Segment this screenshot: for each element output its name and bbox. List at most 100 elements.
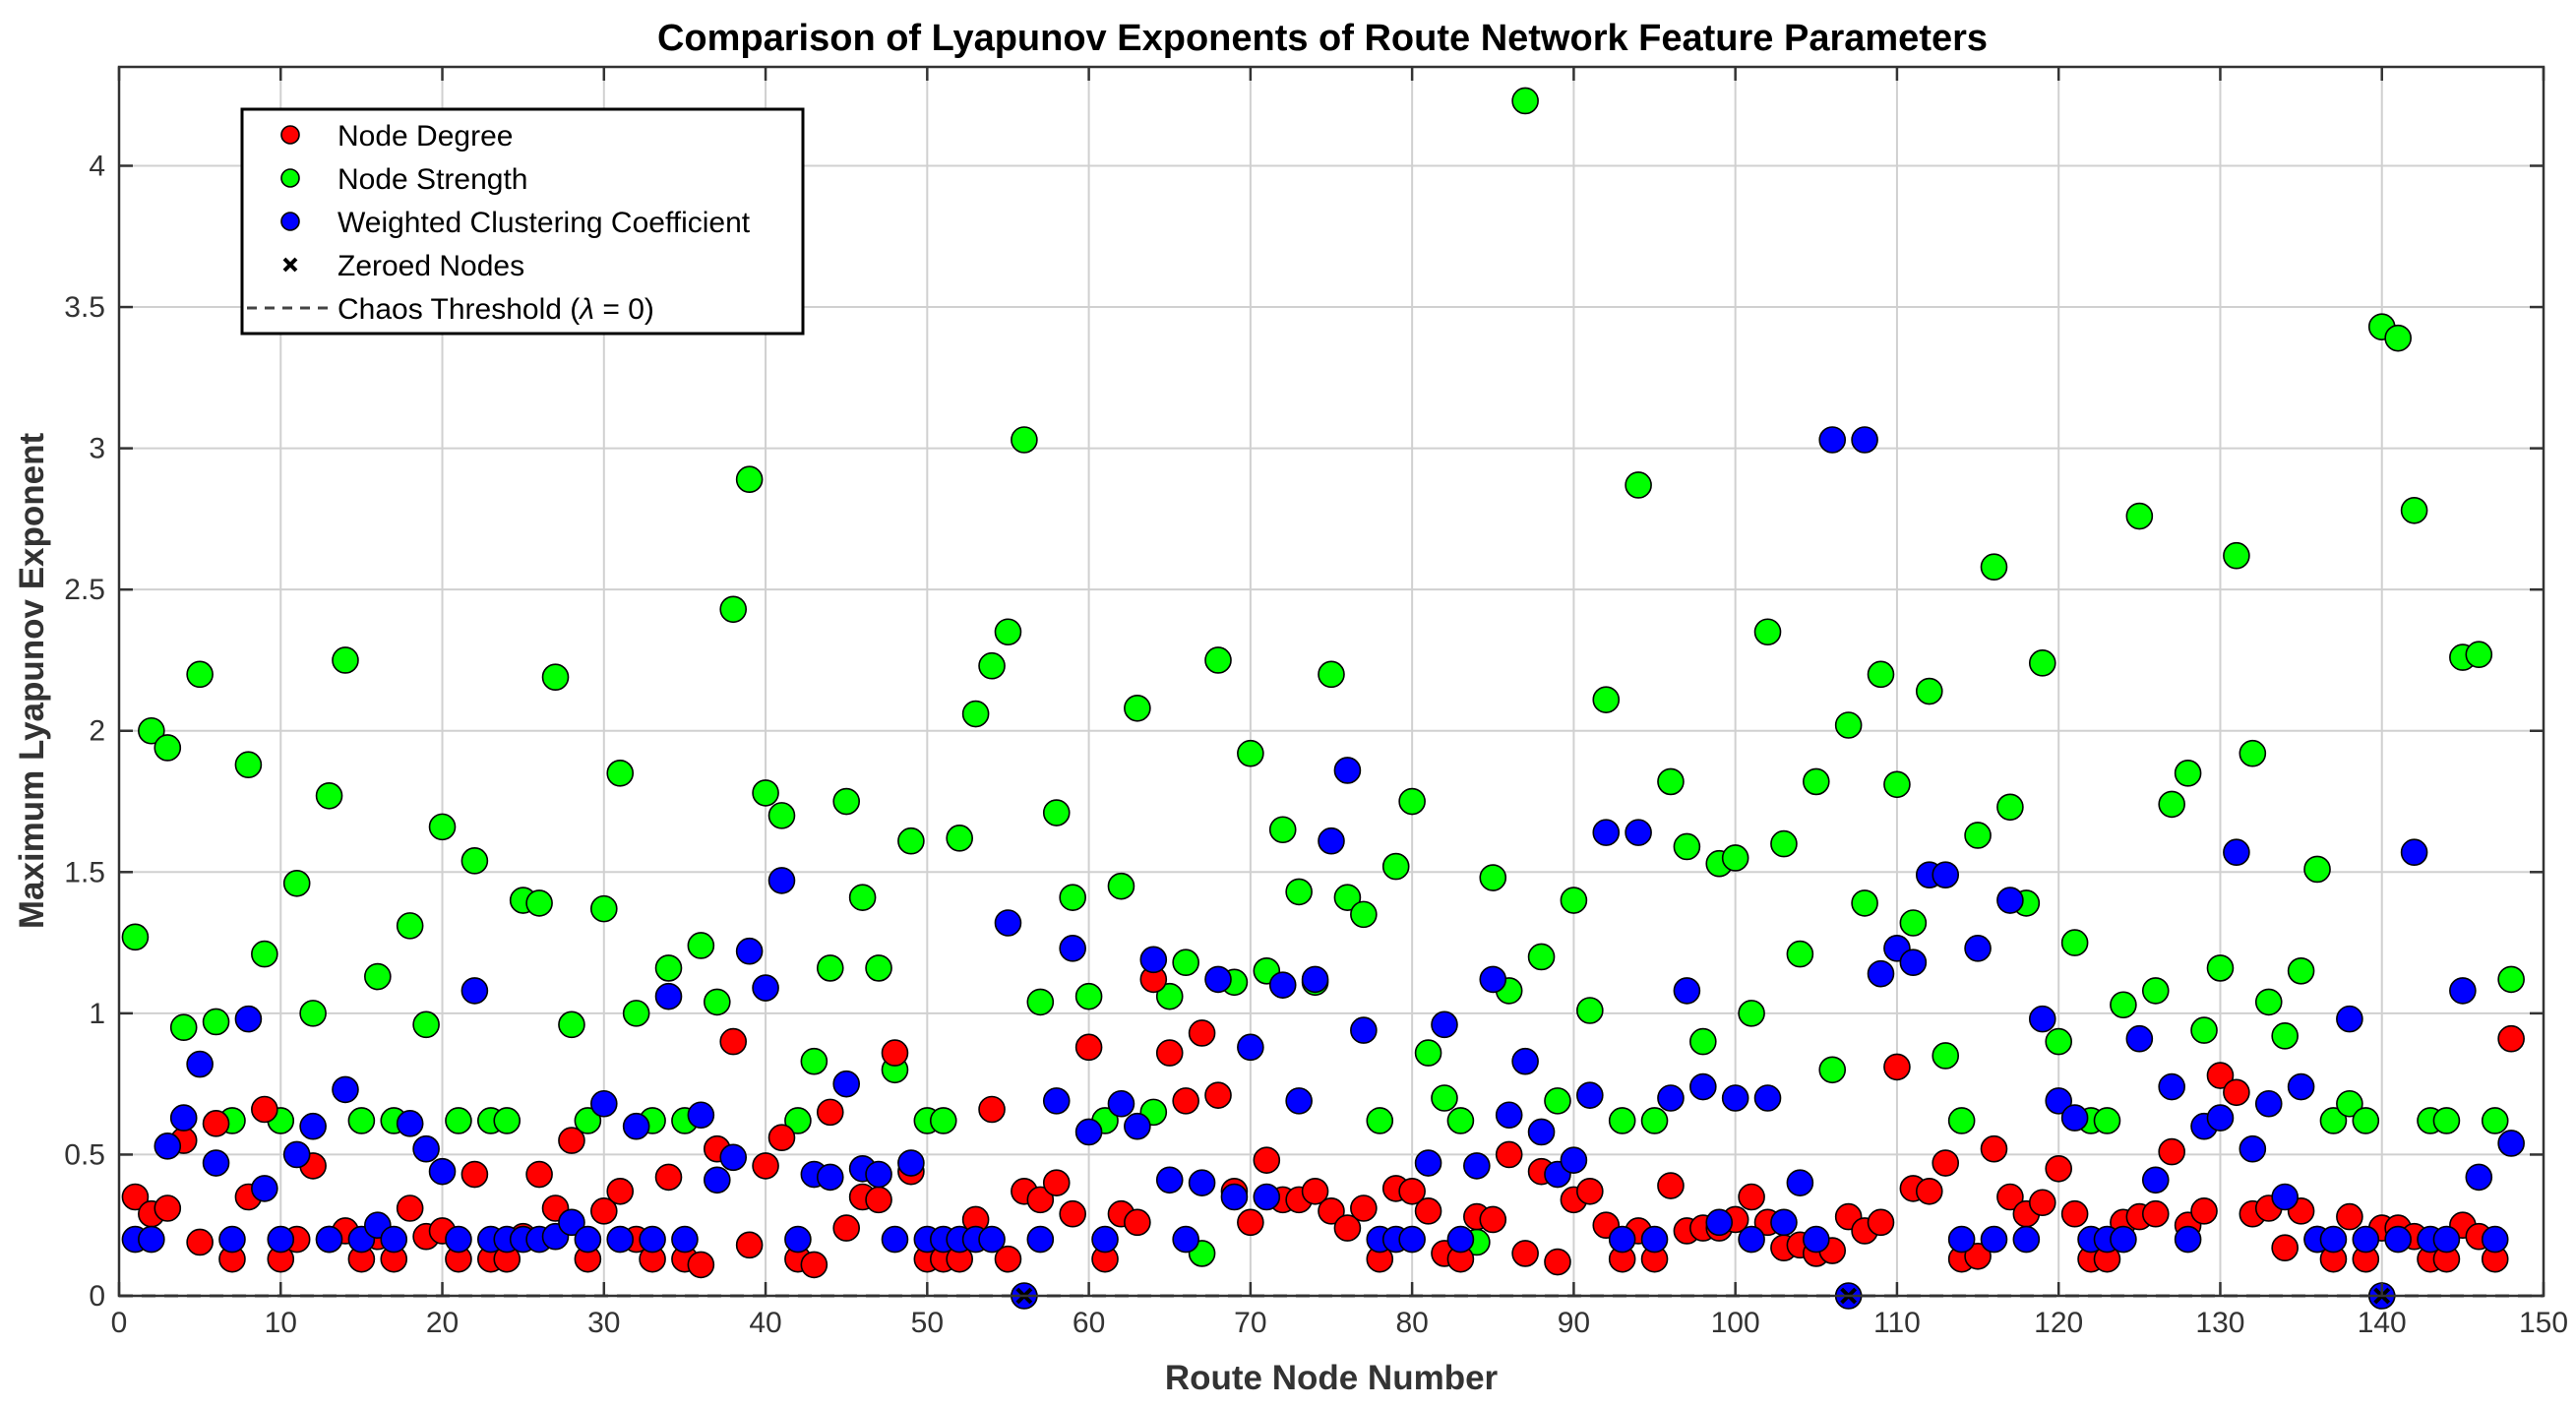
node-degree-point bbox=[1495, 1140, 1523, 1169]
node-strength-point bbox=[1576, 997, 1604, 1024]
node-strength-point bbox=[1414, 1039, 1442, 1067]
wcc-point bbox=[2384, 1225, 2412, 1254]
wcc-point bbox=[186, 1050, 214, 1078]
wcc-point bbox=[2319, 1225, 2348, 1254]
node-strength-point bbox=[1398, 787, 1426, 816]
node-strength-point bbox=[1996, 793, 2024, 822]
wcc-point bbox=[2271, 1183, 2299, 1211]
node-strength-point bbox=[1350, 900, 1378, 929]
wcc-point bbox=[396, 1110, 424, 1137]
node-strength-point bbox=[848, 884, 877, 911]
node-degree-point bbox=[2206, 1062, 2235, 1089]
node-strength-point bbox=[1059, 884, 1086, 911]
wcc-point bbox=[767, 867, 796, 894]
x-tick-label: 0 bbox=[111, 1307, 128, 1339]
legend-node-degree-marker bbox=[280, 125, 300, 145]
wcc-point bbox=[2060, 1104, 2089, 1132]
x-tick-label: 50 bbox=[911, 1307, 944, 1339]
x-tick-label: 140 bbox=[2358, 1307, 2407, 1339]
node-strength-point bbox=[186, 660, 214, 689]
wcc-point bbox=[1059, 935, 1086, 962]
wcc-point bbox=[1042, 1087, 1071, 1115]
wcc-point bbox=[735, 937, 764, 965]
legend-wcc-marker bbox=[280, 212, 300, 231]
chart-title: Comparison of Lyapunov Exponents of Rout… bbox=[657, 18, 1988, 59]
wcc-point bbox=[832, 1070, 861, 1098]
legend-node-strength-label: Node Strength bbox=[337, 163, 527, 196]
node-strength-point bbox=[752, 779, 779, 807]
node-degree-point bbox=[767, 1124, 796, 1152]
node-strength-point bbox=[2319, 1107, 2348, 1134]
wcc-point bbox=[169, 1104, 198, 1132]
node-degree-point bbox=[816, 1098, 844, 1127]
node-strength-point bbox=[1511, 87, 1539, 115]
wcc-point bbox=[865, 1160, 892, 1189]
wcc-point bbox=[1511, 1047, 1539, 1075]
node-strength-point bbox=[2110, 991, 2137, 1019]
node-degree-point bbox=[735, 1231, 764, 1259]
node-strength-point bbox=[1544, 1087, 1571, 1115]
legend-zeroed-label: Zeroed Nodes bbox=[337, 250, 524, 282]
wcc-point bbox=[1851, 426, 1878, 454]
legend-zeroed-marker bbox=[282, 257, 298, 273]
node-strength-point bbox=[1237, 739, 1264, 767]
legend-node-degree-label: Node Degree bbox=[337, 120, 513, 153]
node-strength-point bbox=[1915, 677, 1943, 705]
axis-ticks: 0 10 20 30 40 50 60 70 80 90 100 110 120 130 140 150 0 0.… bbox=[64, 67, 2568, 1339]
node-strength-point bbox=[2239, 739, 2267, 767]
node-strength-point bbox=[1673, 832, 1701, 861]
wcc-point bbox=[1803, 1225, 1830, 1254]
node-strength-point bbox=[865, 954, 892, 982]
x-tick-label: 30 bbox=[587, 1307, 620, 1339]
legend-node-strength-marker bbox=[280, 168, 300, 188]
node-strength-point bbox=[2174, 760, 2202, 787]
y-tick-label: 1 bbox=[89, 998, 105, 1030]
wcc-point bbox=[784, 1225, 812, 1254]
wcc-point bbox=[606, 1225, 635, 1254]
node-degree-point bbox=[1059, 1199, 1086, 1228]
node-degree-point bbox=[186, 1228, 214, 1256]
node-degree-point bbox=[2045, 1154, 2072, 1183]
node-strength-point bbox=[784, 1107, 812, 1134]
wcc-point bbox=[1608, 1225, 1636, 1254]
node-strength-point bbox=[2206, 954, 2235, 982]
node-strength-point bbox=[2223, 541, 2250, 570]
node-degree-point bbox=[2141, 1199, 2170, 1228]
wcc-point bbox=[202, 1149, 230, 1177]
node-strength-point bbox=[1980, 553, 2008, 582]
node-strength-point bbox=[589, 894, 618, 923]
wcc-point bbox=[1576, 1081, 1604, 1109]
node-degree-point bbox=[2060, 1199, 2089, 1228]
node-degree-point bbox=[654, 1163, 683, 1192]
wcc-point bbox=[445, 1225, 472, 1254]
node-degree-point bbox=[1964, 1243, 1992, 1270]
node-strength-point bbox=[1964, 822, 1992, 849]
x-tick-label: 70 bbox=[1234, 1307, 1266, 1339]
node-degree-point bbox=[865, 1186, 892, 1214]
wcc-point bbox=[2110, 1225, 2137, 1254]
node-strength-point bbox=[1107, 872, 1135, 900]
wcc-point bbox=[2287, 1072, 2315, 1101]
node-strength-point bbox=[2303, 855, 2331, 884]
node-strength-point bbox=[169, 1013, 198, 1042]
wcc-point bbox=[1204, 965, 1232, 994]
wcc-point bbox=[2465, 1163, 2493, 1192]
wcc-point bbox=[1673, 977, 1701, 1005]
wcc-point bbox=[1398, 1225, 1426, 1254]
node-strength-point bbox=[1818, 1056, 1847, 1084]
wcc-point bbox=[1689, 1072, 1717, 1101]
node-strength-point bbox=[428, 813, 457, 841]
node-strength-point bbox=[816, 954, 844, 982]
node-degree-point bbox=[719, 1027, 748, 1056]
wcc-point bbox=[1867, 959, 1895, 988]
wcc-point bbox=[574, 1225, 602, 1254]
wcc-point bbox=[1188, 1169, 1216, 1196]
node-degree-point bbox=[1980, 1134, 2008, 1163]
node-strength-point bbox=[832, 787, 861, 816]
node-strength-point bbox=[1431, 1084, 1458, 1112]
node-degree-point bbox=[2190, 1197, 2218, 1225]
node-strength-point bbox=[622, 1000, 650, 1027]
node-strength-point bbox=[396, 912, 424, 940]
node-degree-point bbox=[1318, 1197, 1345, 1225]
wcc-point bbox=[2400, 838, 2428, 867]
